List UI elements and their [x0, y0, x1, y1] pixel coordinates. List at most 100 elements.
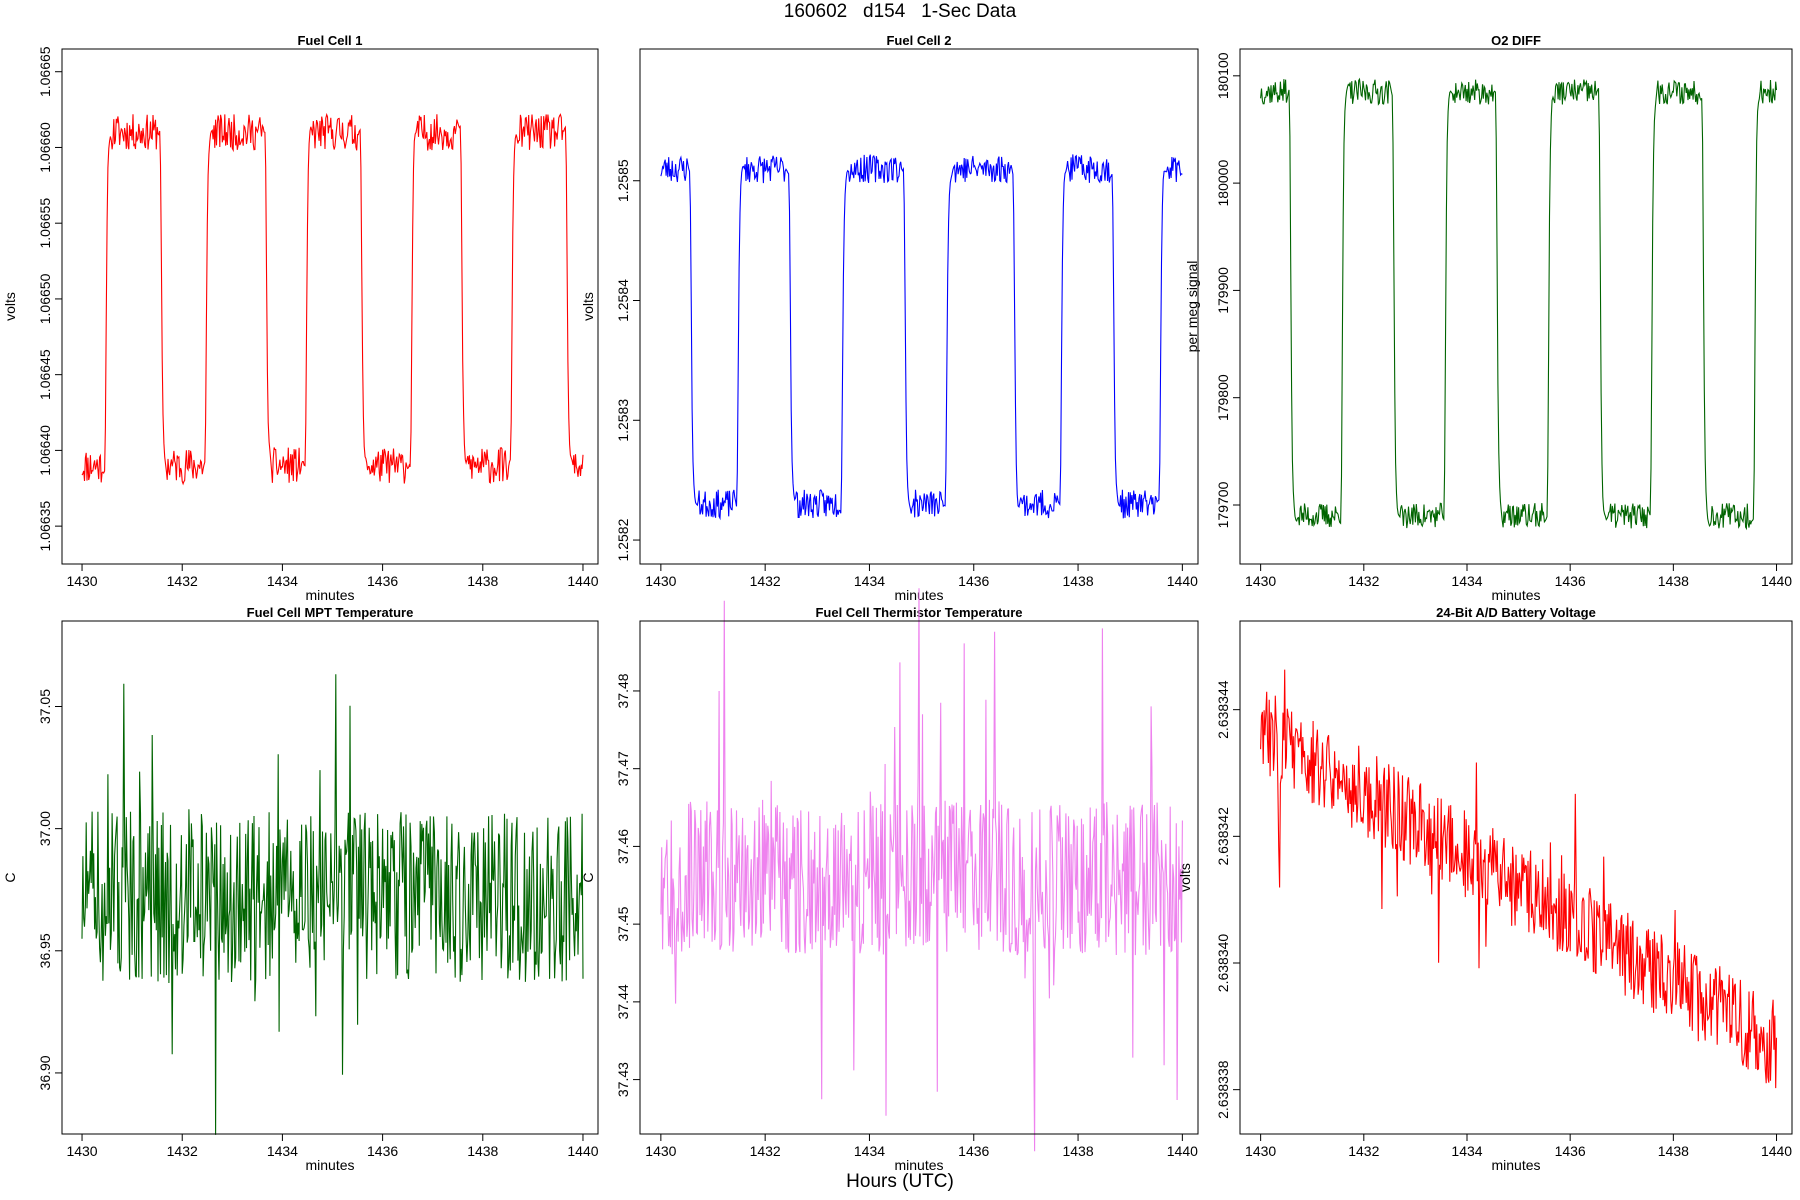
y-tick-label: 180100: [1215, 52, 1231, 99]
chart-fuel-cell-1: Fuel Cell 1 1430 1432 1434 1436 1438 1440 minut…: [2, 33, 599, 603]
y-tick-label: 1.2585: [615, 159, 631, 202]
series-line: [660, 588, 1183, 1152]
x-tick-label: 1430: [66, 1143, 97, 1159]
y-axis-label: volts: [580, 292, 596, 321]
chart-title: 24-Bit A/D Battery Voltage: [1436, 605, 1596, 620]
y-axis-label: volts: [2, 292, 18, 321]
plot-frame: [61, 48, 599, 565]
x-tick-label: 1436: [367, 573, 398, 589]
x-tick-label: 1434: [1451, 1143, 1482, 1159]
plot-frame: [61, 620, 599, 1135]
y-tick-label: 1.2584: [615, 279, 631, 322]
y-tick-label: 1.06640: [37, 425, 53, 476]
y-tick-label: 37.46: [615, 829, 631, 864]
x-tick-label: 1440: [567, 573, 598, 589]
y-tick-label: 1.06635: [37, 501, 53, 552]
x-tick-label: 1440: [567, 1143, 598, 1159]
y-tick-label: 1.2582: [615, 518, 631, 561]
series-line: [660, 154, 1183, 521]
x-axis-label: minutes: [1491, 1157, 1540, 1173]
x-axis-label: minutes: [305, 587, 354, 603]
x-tick-label: 1436: [367, 1143, 398, 1159]
y-tick-label: 1.06660: [37, 122, 53, 173]
series-line: [1260, 77, 1778, 531]
series-line: [81, 674, 584, 1135]
x-tick-label: 1432: [167, 573, 198, 589]
x-tick-label: 1438: [1658, 1143, 1689, 1159]
y-tick-label: 2.638340: [1215, 934, 1231, 993]
x-tick-label: 1430: [66, 573, 97, 589]
x-tick-label: 1432: [1348, 1143, 1379, 1159]
x-tick-label: 1430: [1245, 1143, 1276, 1159]
x-axis-label: minutes: [1491, 587, 1540, 603]
y-tick-label: 180000: [1215, 160, 1231, 207]
y-tick-label: 2.638342: [1215, 807, 1231, 866]
y-tick-label: 37.47: [615, 751, 631, 786]
x-tick-label: 1434: [267, 1143, 298, 1159]
chart-title: Fuel Cell 1: [297, 33, 362, 48]
plot-frame: [1239, 48, 1793, 565]
x-tick-label: 1438: [467, 1143, 498, 1159]
y-tick-label: 36.90: [37, 1055, 53, 1090]
y-tick-label: 1.06655: [37, 198, 53, 249]
bottom-axis-label: Hours (UTC): [846, 1171, 954, 1192]
y-axis-label: per meg signal: [1184, 261, 1200, 353]
x-tick-label: 1430: [645, 573, 676, 589]
chart-fuel-cell-mpt-temperature: Fuel Cell MPT Temperature 1430 1432 1434 143…: [2, 605, 599, 1173]
plot-frame: [639, 48, 1199, 565]
x-axis-label: minutes: [305, 1157, 354, 1173]
y-tick-label: 1.06645: [37, 349, 53, 400]
chart-24-bit-a-d-battery-voltage: 24-Bit A/D Battery Voltage 1430 1432 1434 14…: [1177, 605, 1793, 1173]
y-tick-label: 1.06665: [37, 46, 53, 97]
x-tick-label: 1440: [1761, 1143, 1792, 1159]
series-line: [81, 112, 584, 486]
x-tick-label: 1440: [1761, 573, 1792, 589]
x-tick-label: 1436: [958, 1143, 989, 1159]
y-axis-label: volts: [1177, 863, 1193, 892]
y-tick-label: 1.2583: [615, 399, 631, 442]
y-tick-label: 2.638338: [1215, 1060, 1231, 1119]
x-tick-label: 1434: [1451, 573, 1482, 589]
x-tick-label: 1440: [1167, 1143, 1198, 1159]
y-axis-label: C: [580, 872, 596, 882]
y-tick-label: 37.44: [615, 984, 631, 1019]
chart-title: Fuel Cell 2: [886, 33, 951, 48]
x-tick-label: 1432: [750, 1143, 781, 1159]
x-tick-label: 1432: [1348, 573, 1379, 589]
plot-frame: [1239, 620, 1793, 1135]
x-tick-label: 1438: [1062, 573, 1093, 589]
x-tick-label: 1432: [750, 573, 781, 589]
x-tick-label: 1438: [1658, 573, 1689, 589]
y-tick-label: 2.638344: [1215, 680, 1231, 739]
x-tick-label: 1438: [1062, 1143, 1093, 1159]
plot-frame: [639, 620, 1199, 1135]
x-tick-label: 1430: [645, 1143, 676, 1159]
series-line: [1260, 669, 1778, 1089]
x-tick-label: 1438: [467, 573, 498, 589]
chart-o2-diff: O2 DIFF 1430 1432 1434 1436 1438 1440 minutes 17…: [1184, 33, 1793, 603]
x-tick-label: 1434: [854, 1143, 885, 1159]
chart-title: Fuel Cell MPT Temperature: [247, 605, 414, 620]
x-tick-label: 1436: [1555, 1143, 1586, 1159]
y-tick-label: 179800: [1215, 374, 1231, 421]
y-axis-label: C: [2, 872, 18, 882]
x-tick-label: 1434: [854, 573, 885, 589]
y-tick-label: 37.00: [37, 811, 53, 846]
y-tick-label: 36.95: [37, 933, 53, 968]
x-tick-label: 1432: [167, 1143, 198, 1159]
y-tick-label: 179700: [1215, 481, 1231, 528]
y-tick-label: 37.43: [615, 1062, 631, 1097]
chart-title: O2 DIFF: [1491, 33, 1541, 48]
x-tick-label: 1434: [267, 573, 298, 589]
x-tick-label: 1440: [1167, 573, 1198, 589]
x-tick-label: 1436: [1555, 573, 1586, 589]
y-tick-label: 37.05: [37, 689, 53, 724]
x-axis-label: minutes: [894, 1157, 943, 1173]
x-tick-label: 1430: [1245, 573, 1276, 589]
y-tick-label: 37.48: [615, 673, 631, 708]
y-tick-label: 37.45: [615, 906, 631, 941]
x-tick-label: 1436: [958, 573, 989, 589]
